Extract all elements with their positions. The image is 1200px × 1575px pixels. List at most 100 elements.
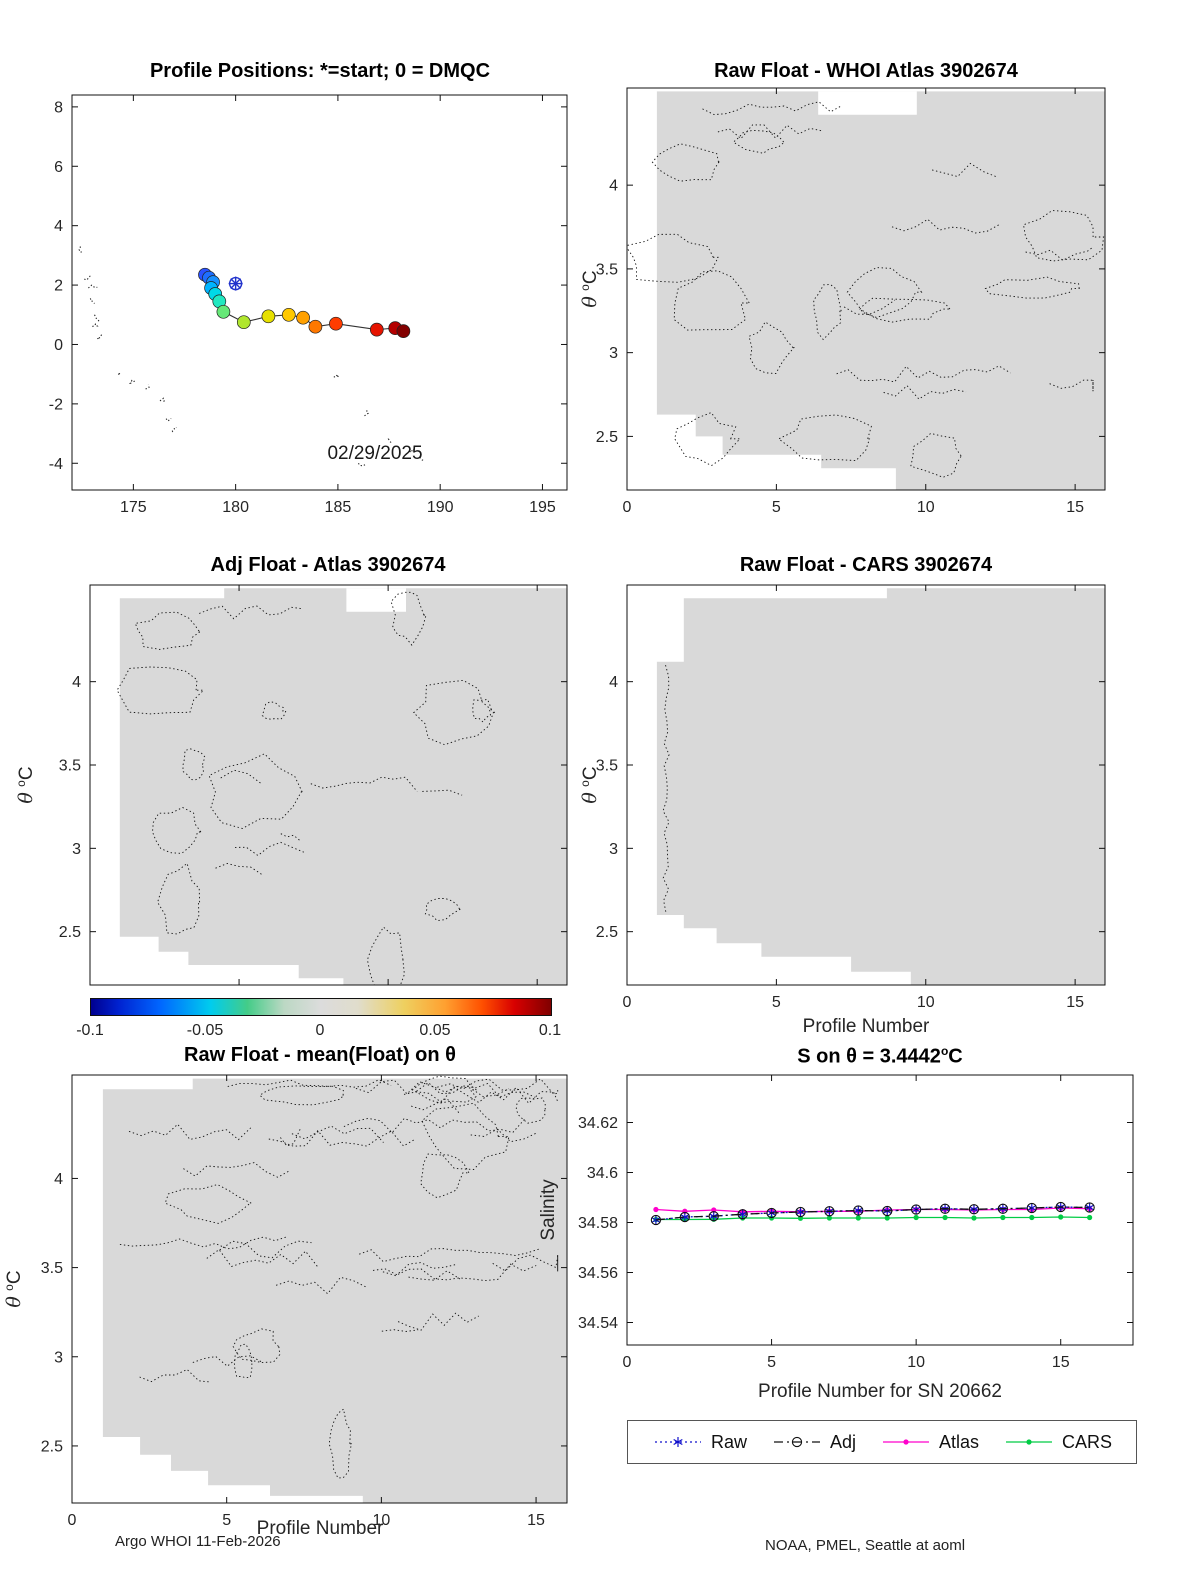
svg-text:10: 10 [372, 1512, 390, 1529]
contour-line [910, 432, 963, 478]
legend-item-adj: Adj [771, 1432, 856, 1453]
island-outline [89, 298, 95, 304]
contour-line [416, 1082, 536, 1098]
contour-line [421, 1102, 510, 1170]
contour-line [119, 1236, 288, 1250]
contour-line [280, 1128, 301, 1147]
svg-text:-2: -2 [49, 396, 63, 413]
trajectory-point [281, 307, 296, 322]
legend-marker-adj-icon [773, 1436, 820, 1448]
ylabel-theta-adj-atlas: θ oC [13, 766, 38, 804]
svg-text:2.5: 2.5 [596, 429, 618, 446]
legend-item-raw: Raw [652, 1432, 747, 1453]
svg-text:3: 3 [609, 345, 618, 362]
svg-text:2: 2 [54, 278, 63, 295]
legend-item-atlas: Atlas [880, 1432, 979, 1453]
island-outline [129, 379, 136, 385]
svg-text:34.62: 34.62 [578, 1115, 618, 1132]
island-outline [92, 323, 99, 328]
contour-line [397, 1312, 479, 1331]
island-outline [78, 246, 84, 253]
legend-label-atlas: Atlas [938, 1431, 980, 1452]
svg-text:3: 3 [54, 1349, 63, 1366]
contour-line [702, 101, 843, 116]
svg-text:15: 15 [527, 1512, 545, 1529]
contour-line [846, 267, 923, 318]
contour-line [328, 1408, 353, 1479]
island-outline [171, 426, 177, 433]
colorbar-tick-1: -0.1 [76, 1022, 104, 1039]
contour-line [355, 1079, 510, 1098]
svg-text:34.54: 34.54 [578, 1315, 618, 1332]
svg-text:0: 0 [68, 1512, 77, 1529]
legend-marker-atlas-icon [882, 1439, 929, 1445]
footer-left: Argo WHOI 11-Feb-2026 [115, 1533, 281, 1550]
contour-line [717, 124, 822, 140]
svg-text:34.58: 34.58 [578, 1215, 618, 1232]
svg-text:10: 10 [917, 499, 935, 516]
contour-line [208, 753, 303, 829]
svg-text:190: 190 [427, 499, 454, 516]
ylabel-theta-raw-cars: θ oC [577, 766, 602, 804]
contour-line [515, 1097, 546, 1124]
trajectory-point [216, 304, 231, 319]
legend-label-cars: CARS [1062, 1431, 1113, 1452]
island-outline [357, 462, 367, 467]
contour-line [891, 218, 1000, 234]
contour-line [674, 412, 741, 467]
footer-right: NOAA, PMEL, Seattle at aoml [765, 1537, 966, 1554]
contour-line [199, 605, 304, 620]
contour-line [268, 1129, 417, 1147]
ylabel-theta-raw-atlas: θ oC [577, 270, 602, 308]
svg-text:5: 5 [222, 1512, 231, 1529]
contour-line [437, 1078, 559, 1095]
colorbar-tick-3: 0 [315, 1022, 325, 1039]
svg-text:34.6: 34.6 [587, 1165, 618, 1182]
island-outline [145, 384, 150, 390]
trajectory-point [369, 322, 384, 337]
svg-text:4: 4 [54, 1171, 63, 1188]
contour-line [777, 414, 872, 462]
svg-text:0: 0 [623, 499, 632, 516]
contour-line [382, 1263, 537, 1282]
island-outline [419, 456, 426, 462]
trajectory-point [329, 316, 343, 331]
chart-salinity: 0 5 10 15 34.54 34.56 34.58 34.6 34.62 [578, 1074, 1134, 1371]
island-outline [84, 275, 91, 281]
title-raw-whoi-atlas: Raw Float - WHOI Atlas 3902674 [714, 60, 1018, 82]
legend: Raw Adj Atlas CARS [627, 1420, 1137, 1464]
contour-fill-region [102, 1078, 567, 1503]
svg-text:4: 4 [72, 674, 81, 691]
contour-fill-region [656, 588, 1105, 985]
svg-text:5: 5 [772, 499, 781, 516]
series-line-cars [655, 1216, 1090, 1221]
svg-text:3: 3 [72, 841, 81, 858]
series-line-adj [655, 1206, 1090, 1221]
svg-text:4: 4 [54, 218, 63, 235]
contour-line [1025, 246, 1094, 261]
xlabel-raw-mean: Profile Number [256, 1518, 384, 1539]
title-profile-positions: Profile Positions: *=start; 0 = DMQC [149, 60, 491, 82]
legend-label-raw: Raw [710, 1431, 747, 1452]
contour-line [139, 1368, 211, 1383]
contour-line [748, 321, 795, 374]
svg-text:0: 0 [623, 994, 632, 1011]
title-raw-cars: Raw Float - CARS 3902674 [739, 554, 993, 576]
svg-text:15: 15 [1066, 994, 1084, 1011]
contour-line [157, 862, 201, 935]
trajectory-point [236, 315, 251, 330]
svg-text:3.5: 3.5 [596, 758, 618, 775]
svg-text:4: 4 [609, 674, 618, 691]
colorbar-tick-4: 0.05 [419, 1022, 451, 1039]
svg-text:175: 175 [120, 499, 147, 516]
svg-text:10: 10 [917, 994, 935, 1011]
island-outline [409, 448, 416, 453]
svg-text:-4: -4 [49, 456, 63, 473]
title-raw-mean: Raw Float - mean(Float) on θ [184, 1044, 456, 1066]
svg-text:2.5: 2.5 [596, 924, 618, 941]
contour-line [215, 863, 263, 876]
contour-line [164, 1184, 252, 1224]
svg-text:185: 185 [325, 499, 352, 516]
contour-line [984, 276, 1080, 299]
svg-text:4: 4 [609, 178, 618, 195]
